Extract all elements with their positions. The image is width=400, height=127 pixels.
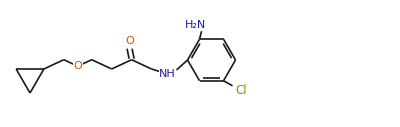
Text: O: O bbox=[73, 61, 82, 71]
Text: O: O bbox=[125, 36, 134, 46]
Text: H₂N: H₂N bbox=[185, 20, 206, 30]
Text: NH: NH bbox=[159, 69, 176, 79]
Text: Cl: Cl bbox=[236, 84, 247, 97]
